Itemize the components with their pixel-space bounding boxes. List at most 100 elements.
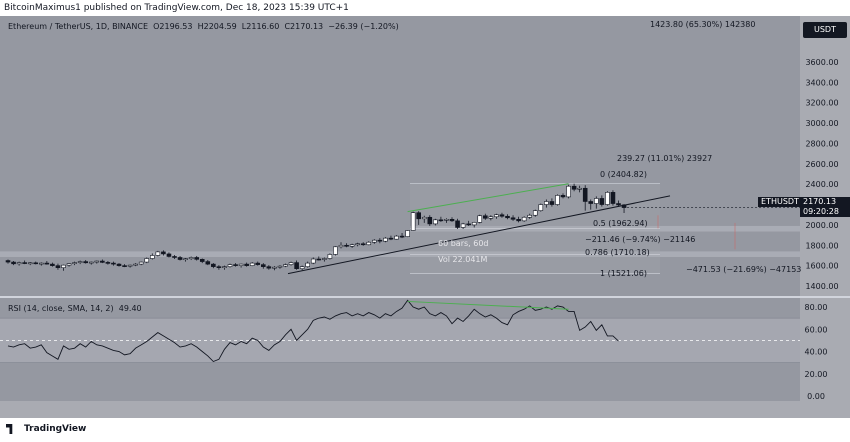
price-axis-label: 1600.00 — [805, 262, 838, 271]
candle-body — [61, 264, 66, 268]
candle-body — [560, 195, 566, 198]
tradingview-icon — [6, 424, 13, 434]
candle-body — [260, 264, 266, 267]
candle-body — [233, 264, 238, 266]
fib-0-label: 0 (2404.82) — [600, 170, 647, 179]
volume-info-label: Vol 22.041M — [438, 255, 488, 264]
fib-05-label: 0.5 (1962.94) — [593, 219, 648, 228]
rsi-line — [7, 299, 619, 363]
candle-body — [599, 198, 605, 205]
candle-body — [383, 237, 388, 242]
candle-body — [621, 204, 627, 208]
measure-up-label: 239.27 (11.01%) 23927 — [617, 154, 712, 163]
candle-body — [488, 216, 494, 219]
candle-body — [33, 262, 39, 265]
open-label: O — [153, 22, 160, 31]
candle-body — [477, 215, 483, 223]
currency-button[interactable]: USDT — [803, 22, 847, 38]
candle-body — [133, 263, 138, 266]
candle-body — [610, 192, 616, 204]
low-value: 2116.60 — [246, 22, 280, 31]
candle-body — [22, 262, 27, 264]
fib-zone-0786 — [0, 251, 800, 257]
candle-body — [44, 262, 50, 265]
candle-body — [433, 219, 438, 225]
rsi-axis[interactable] — [800, 298, 850, 401]
candle-body — [460, 223, 466, 228]
price-divergence-line — [407, 183, 569, 213]
candle-body — [111, 262, 116, 265]
candle-body — [227, 264, 233, 267]
candle-body — [532, 210, 538, 216]
candle-body — [205, 261, 211, 265]
candle-body — [144, 258, 150, 263]
candle-body — [272, 266, 277, 269]
candle-body — [277, 265, 283, 268]
symbol-badge: ETHUSDT — [758, 197, 802, 207]
price-pane[interactable] — [0, 16, 800, 296]
high-value: 2204.59 — [203, 22, 237, 31]
price-axis[interactable] — [800, 16, 850, 296]
tradingview-logo[interactable]: TradingView — [6, 424, 86, 434]
candle-body — [538, 204, 544, 211]
candle-body — [394, 235, 399, 240]
footer: TradingView — [0, 418, 850, 442]
rsi-axis-label: 60.00 — [805, 325, 828, 334]
candle-body — [593, 198, 599, 204]
candle-body — [466, 223, 471, 226]
candle-body — [255, 262, 261, 265]
candle-body — [455, 220, 460, 228]
measure-down-2-label: −471.53 (−21.69%) −47153 — [686, 265, 801, 274]
price-axis-label: 1400.00 — [805, 282, 838, 291]
candle-body — [605, 192, 610, 205]
candle-body — [355, 243, 360, 246]
candle-body — [510, 217, 516, 220]
candle-body — [216, 266, 222, 268]
candle-body — [222, 266, 227, 268]
price-axis-label: 3400.00 — [805, 78, 838, 87]
candle-body — [244, 263, 249, 266]
candle-body — [127, 264, 133, 267]
top-measure-label: 1423.80 (65.30%) 142380 — [650, 20, 756, 29]
candle-body — [360, 243, 366, 246]
candle-body — [399, 235, 405, 238]
fib-0786-label: 0.786 (1710.18) — [585, 248, 650, 257]
candle-body — [211, 263, 216, 267]
candle-body — [416, 212, 422, 220]
rsi-legend-name: RSI (14, close, SMA, 14, 2) — [8, 304, 114, 313]
candle-body — [138, 261, 144, 265]
candle-body — [310, 258, 316, 264]
time-axis[interactable] — [0, 401, 850, 418]
price-axis-label: 2600.00 — [805, 160, 838, 169]
candle-body — [5, 260, 11, 263]
candle-body — [482, 215, 488, 219]
publish-header: BitcoinMaximus1 published on TradingView… — [0, 0, 850, 16]
price-axis-label: 2000.00 — [805, 221, 838, 230]
candle-body — [371, 239, 377, 243]
candle-body — [122, 265, 127, 267]
price-badge: 2170.13 — [800, 197, 850, 207]
candle-body — [166, 253, 172, 257]
candle-body — [50, 263, 55, 266]
bars-info-label: 60 bars, 60d — [438, 239, 489, 248]
candle-body — [333, 246, 338, 255]
rsi-axis-label: 40.00 — [805, 348, 828, 357]
close-label: C — [284, 22, 291, 31]
candle-body — [327, 254, 333, 259]
candle-body — [449, 219, 455, 222]
price-axis-label: 3200.00 — [805, 99, 838, 108]
candle-body — [349, 244, 355, 247]
candle-body — [177, 257, 183, 260]
open-value: 2196.53 — [159, 22, 193, 31]
candle-body — [88, 261, 94, 264]
pane-separator[interactable] — [0, 296, 850, 298]
brand-name: TradingView — [24, 424, 87, 434]
price-axis-label: 1800.00 — [805, 241, 838, 250]
candle-body — [405, 230, 410, 237]
candle-body — [521, 216, 527, 222]
symbol-name: Ethereum / TetherUS, 1D, BINANCE — [8, 22, 149, 31]
candle-body — [305, 262, 311, 267]
candle-body — [377, 239, 383, 242]
